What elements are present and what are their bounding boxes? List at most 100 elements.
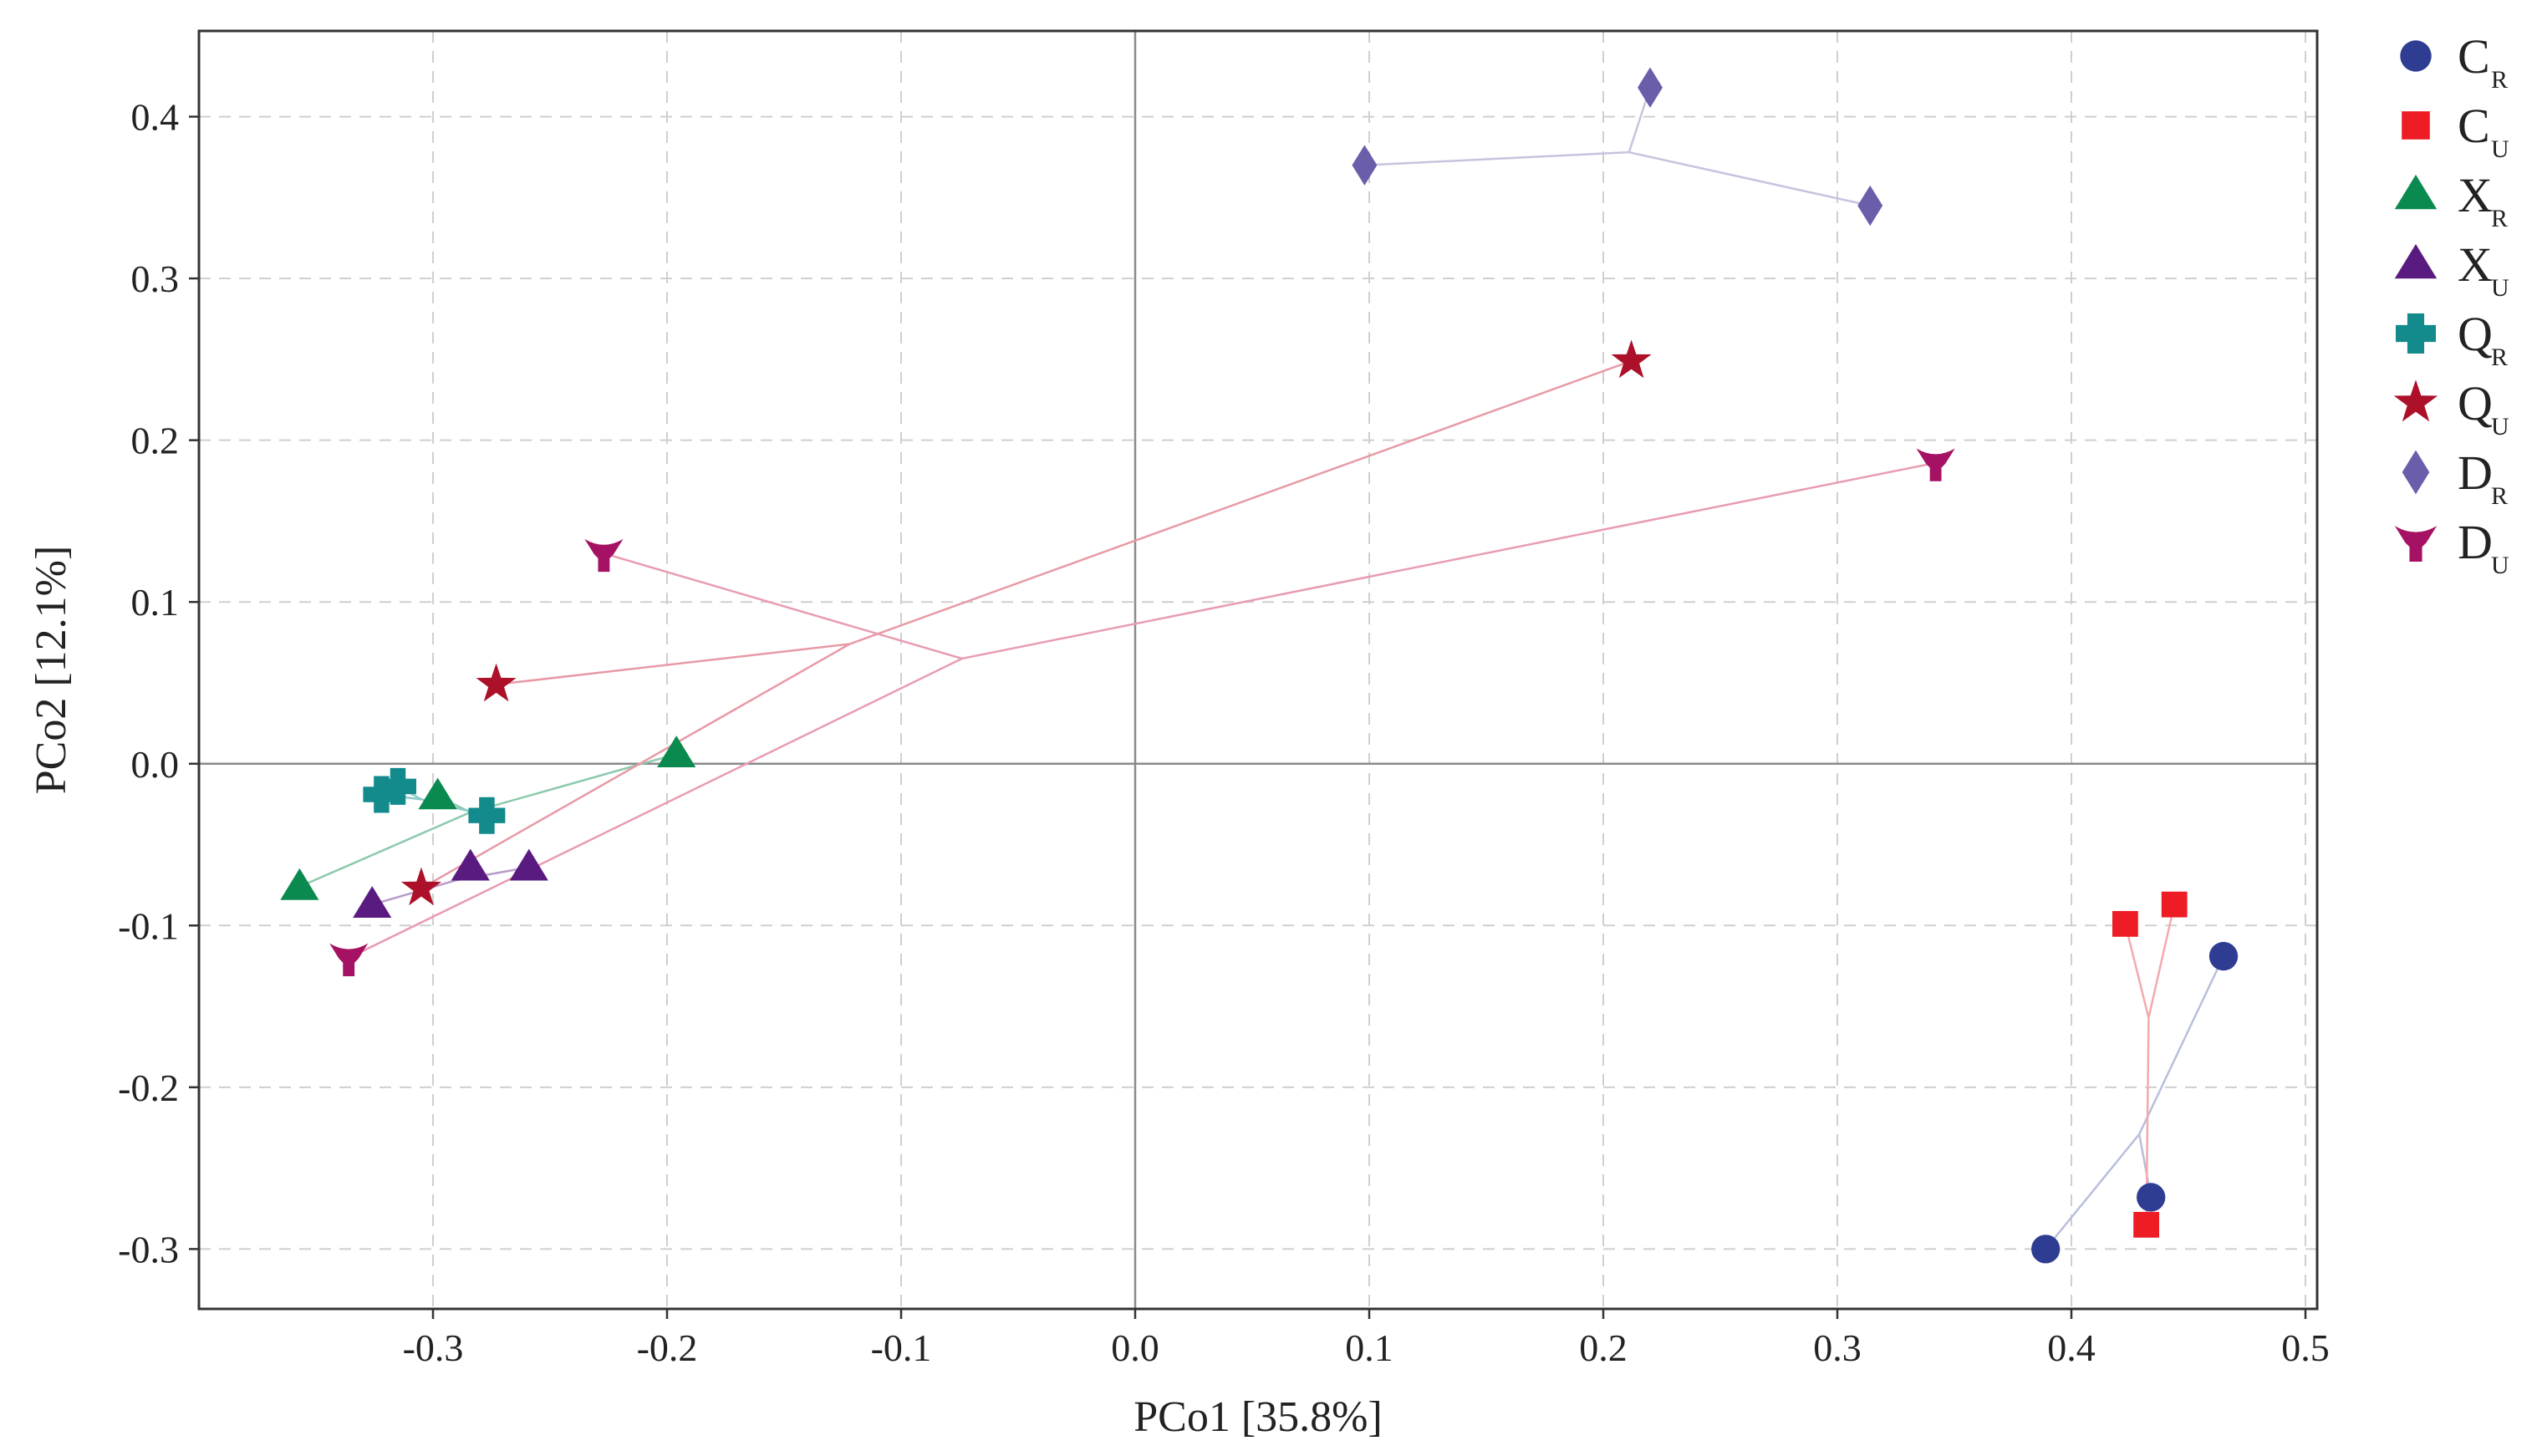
x-tick-label: 0.1 [1345,1326,1393,1369]
legend-label: Q [2458,376,2493,430]
point-xr [418,777,457,810]
y-tick-label: -0.1 [118,904,179,947]
point-dr [1857,185,1883,227]
y-axis-title: PCo2 [12.1%] [28,546,75,795]
legend-item-qu: QU [2393,376,2509,440]
point-qr [468,797,506,834]
x-tick-label: 0.0 [1111,1326,1159,1369]
point-dr [1352,145,1378,186]
point-cr [2031,1235,2061,1264]
point-du [329,943,369,976]
legend-marker [2394,175,2438,210]
x-tick-label: 0.5 [2281,1326,2330,1369]
point-cr [2137,1183,2166,1212]
spoke-line [420,643,851,889]
legend-marker [2394,244,2438,279]
x-axis-title: PCo1 [35.8%] [1133,1393,1383,1441]
y-tick-label: 0.1 [131,581,180,624]
legend-item-xu: XU [2394,237,2509,302]
point-xr [280,868,319,900]
point-xu [451,848,490,881]
legend-marker [2394,526,2438,562]
point-qu [1611,339,1652,379]
legend-item-qr: QR [2396,307,2508,371]
legend-subscript: R [2491,482,2508,510]
x-tick-label: 0.2 [1579,1326,1628,1369]
spoke-line [848,359,1633,645]
spoke-line [2147,904,2176,1018]
x-axis-ticks: -0.3 -0.2 -0.1 0.0 0.1 0.2 0.3 0.4 0.5 [403,1309,2330,1369]
spoke-line [470,752,677,814]
point-xu [509,848,548,881]
zero-lines [199,31,2317,1309]
spoke-line [961,461,1936,660]
point-xu [353,886,392,918]
legend-item-du: DU [2394,515,2509,579]
point-qu [476,663,517,702]
legend-label: X [2458,168,2493,222]
plot-border [197,29,2319,1311]
plot-area [199,31,2317,1309]
legend-marker [2396,313,2436,354]
legend-subscript: R [2491,205,2508,232]
spoke-line [1364,150,1629,166]
x-tick-label: 0.4 [2047,1326,2096,1369]
spoke-line [2138,955,2225,1135]
x-tick-label: -0.1 [871,1326,932,1369]
y-tick-label: 0.3 [131,257,180,300]
spoke-line [298,811,471,888]
data-points [280,67,2239,1264]
y-tick-label: 0.0 [131,743,180,786]
y-axis-ticks: -0.3 -0.2 -0.1 0.0 0.1 0.2 0.3 0.4 [118,96,199,1270]
legend-label: Q [2458,307,2493,361]
legend-label: D [2458,445,2493,500]
point-cu [2112,910,2138,937]
grid-lines [199,31,2317,1309]
legend-marker [2402,111,2430,140]
legend-marker [2393,379,2438,422]
legend-marker [2400,40,2432,72]
point-xr [657,736,696,767]
legend-subscript: U [2491,274,2509,302]
legend-label: C [2458,29,2490,84]
legend-item-xr: XR [2394,168,2508,232]
point-du [584,538,624,573]
plot-background [199,31,2317,1309]
legend-marker [2402,450,2430,495]
spoke-line [604,552,963,660]
point-du [1916,448,1955,481]
x-tick-label: 0.3 [1813,1326,1862,1369]
legend-label: X [2458,237,2493,292]
y-tick-label: -0.2 [118,1067,179,1109]
legend-label: D [2458,515,2493,569]
point-qr [363,776,400,813]
spoke-line [2124,924,2150,1018]
plot-frame [197,29,2319,1311]
legend-subscript: U [2491,413,2509,440]
spoke-line [1628,150,1871,207]
y-tick-label: -0.3 [118,1228,179,1270]
point-cu [2161,891,2188,918]
y-tick-label: 0.2 [131,420,180,462]
legend-label: C [2458,99,2490,153]
legend-subscript: R [2491,66,2508,94]
y-tick-label: 0.4 [131,96,180,139]
legend-subscript: U [2491,552,2509,579]
x-tick-label: -0.2 [637,1326,698,1369]
x-tick-label: -0.3 [403,1326,464,1369]
legend-item-dr: DR [2402,445,2508,510]
spoke-line [348,657,963,960]
legend-subscript: U [2491,135,2509,163]
point-qr [380,767,416,805]
point-cu [2133,1211,2159,1238]
point-dr [1638,67,1663,108]
point-cr [2208,941,2239,971]
legend-subscript: R [2491,344,2508,371]
spoke-line [496,643,850,686]
point-qu [400,867,442,906]
spoke-line [2045,1133,2141,1250]
